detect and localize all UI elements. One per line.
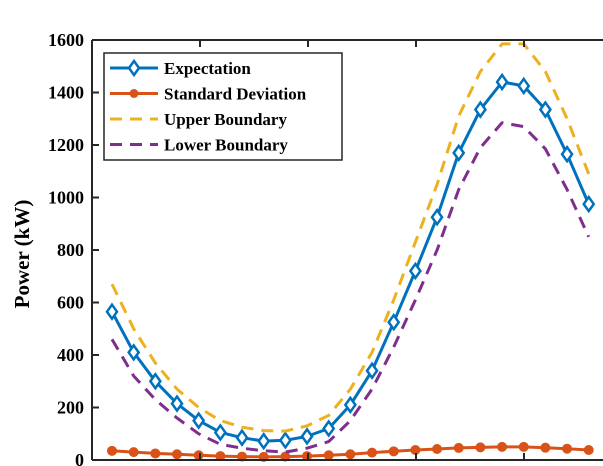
legend-marker bbox=[129, 89, 139, 98]
standard-deviation-point bbox=[453, 442, 464, 453]
expectation-point bbox=[495, 72, 509, 92]
standard-deviation-point bbox=[345, 449, 356, 460]
expectation-point bbox=[170, 394, 184, 413]
y-tick-label: 1600 bbox=[48, 30, 84, 50]
expectation-point bbox=[387, 313, 401, 332]
legend-label-expectation: Expectation bbox=[164, 59, 251, 78]
expectation-point bbox=[365, 361, 379, 380]
expectation-point bbox=[257, 431, 271, 451]
standard-deviation-point bbox=[583, 445, 594, 456]
lower-boundary-line bbox=[110, 121, 591, 454]
expectation-point bbox=[105, 302, 119, 321]
expectation-point bbox=[148, 372, 162, 391]
y-tick-label: 0 bbox=[75, 450, 84, 466]
legend: Expectation Standard Deviation Upper Bound… bbox=[103, 52, 343, 161]
legend-box bbox=[103, 52, 343, 161]
y-tick-label: 200 bbox=[57, 398, 84, 418]
expectation-point bbox=[127, 343, 141, 362]
y-axis: 0 200 400 600 800 1000 1200 1400 1600 bbox=[48, 30, 99, 466]
series-lines bbox=[105, 42, 596, 462]
expectation-point bbox=[430, 208, 444, 227]
standard-deviation-point bbox=[172, 449, 183, 460]
standard-deviation-point bbox=[150, 448, 161, 459]
expectation-point bbox=[538, 100, 552, 119]
x-axis bbox=[199, 40, 525, 460]
expectation-point bbox=[517, 76, 531, 96]
standard-deviation-point bbox=[518, 441, 529, 452]
y-tick-label: 600 bbox=[57, 293, 84, 313]
standard-deviation-point bbox=[280, 451, 291, 462]
expectation-point bbox=[300, 427, 314, 446]
expectation-point bbox=[213, 423, 227, 442]
upper-boundary-line bbox=[110, 42, 591, 433]
standard-deviation-point bbox=[237, 451, 248, 462]
plot-frame bbox=[91, 39, 603, 461]
standard-deviation-point bbox=[497, 441, 508, 452]
legend-label-lower-boundary: Lower Boundary bbox=[164, 136, 288, 155]
standard-deviation-point bbox=[128, 447, 139, 458]
y-axis-title: Power (kW) bbox=[10, 200, 34, 309]
expectation-point bbox=[278, 431, 292, 450]
standard-deviation-point bbox=[367, 447, 378, 458]
expectation-point bbox=[235, 428, 249, 447]
standard-deviation-point bbox=[562, 443, 573, 454]
expectation-point bbox=[322, 419, 336, 438]
standard-deviation-point bbox=[193, 450, 204, 461]
y-tick-label: 400 bbox=[57, 345, 84, 365]
expectation-point bbox=[343, 395, 357, 415]
standard-deviation-point bbox=[388, 446, 399, 457]
expectation-point bbox=[473, 100, 487, 119]
y-tick-label: 1000 bbox=[48, 188, 84, 208]
y-tick-label: 1200 bbox=[48, 135, 84, 155]
legend-label-upper-boundary: Upper Boundary bbox=[164, 110, 287, 129]
expectation-point bbox=[560, 145, 574, 164]
standard-deviation-point bbox=[107, 445, 117, 456]
y-tick-label: 800 bbox=[57, 240, 84, 260]
expectation-point bbox=[192, 411, 206, 430]
legend-label-standard-deviation: Standard Deviation bbox=[164, 85, 307, 104]
expectation-point bbox=[582, 194, 596, 214]
y-tick-label: 1400 bbox=[48, 83, 84, 103]
standard-deviation-point bbox=[432, 443, 443, 454]
legend-marker bbox=[127, 58, 141, 78]
standard-deviation-point bbox=[540, 442, 551, 453]
standard-deviation-point bbox=[323, 450, 334, 461]
expectation-point bbox=[452, 143, 466, 163]
expectation-point bbox=[408, 261, 422, 281]
standard-deviation-point bbox=[475, 442, 486, 453]
